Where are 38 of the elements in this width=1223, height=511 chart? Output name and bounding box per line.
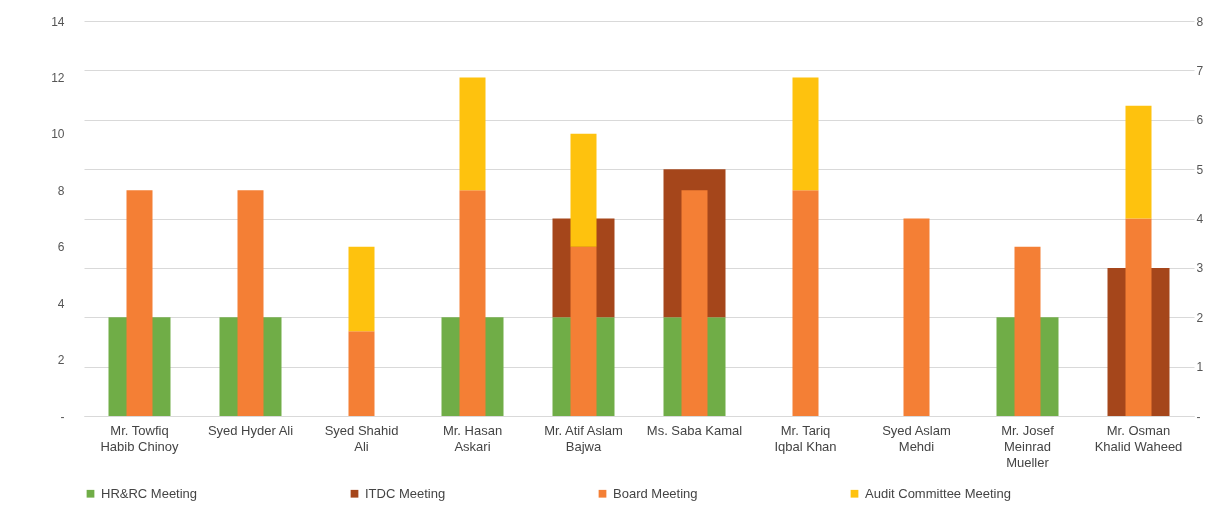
bar (348, 246, 375, 332)
x-tick-label: Mr. Osman Khalid Waheed (1094, 422, 1183, 454)
y2-tick-label: 5 (1196, 162, 1204, 177)
y2-tick-label: 3 (1196, 261, 1204, 276)
bar (1125, 105, 1152, 219)
y-tick-label: 2 (57, 353, 65, 368)
x-tick-label: Mr. Josef Meinrad Mueller (1001, 422, 1055, 470)
y-tick-label: 14 (51, 14, 65, 29)
x-tick-label: Mr. Hasan Askari (442, 422, 503, 454)
y-tick-label: 8 (57, 183, 65, 198)
y-tick-label: 12 (51, 70, 65, 85)
legend-label: Board Meeting (613, 485, 698, 501)
y2-tick-label: 6 (1196, 113, 1204, 128)
x-tick-label: Mr. Towfiq Habib Chinoy (100, 422, 180, 454)
legend-label: Audit Committee Meeting (865, 485, 1011, 501)
y2-tick-label: 1 (1196, 360, 1204, 375)
x-tick-label: Syed Hyder Ali (207, 422, 294, 438)
y2-tick-label: 2 (1196, 310, 1204, 325)
bar (348, 331, 375, 416)
legend-label: ITDC Meeting (365, 485, 446, 501)
x-tick-label: Syed Aslam Mehdi (882, 422, 951, 454)
y2-tick-label: 4 (1196, 212, 1204, 226)
bar (903, 218, 930, 416)
bar (792, 190, 819, 416)
y-tick-label: 10 (51, 127, 65, 142)
x-tick-label: Syed Shahid Ali (324, 422, 399, 454)
x-tick-label: Ms. Saba Kamal (646, 422, 743, 438)
legend-label: HR&RC Meeting (101, 485, 198, 501)
bar (792, 77, 819, 191)
y2-tick-label: 7 (1196, 63, 1204, 78)
y-tick-label: 6 (57, 240, 65, 255)
x-tick-label: Mr. Atif Aslam Bajwa (544, 422, 623, 454)
x-tick-label: Mr. Tariq Iqbal Khan (774, 422, 837, 454)
y2-tick-label: - (1196, 409, 1201, 424)
y-tick-label: - (60, 409, 65, 424)
y-tick-label: 4 (57, 296, 65, 311)
y2-tick-label: 8 (1196, 14, 1204, 29)
bar (459, 77, 486, 191)
